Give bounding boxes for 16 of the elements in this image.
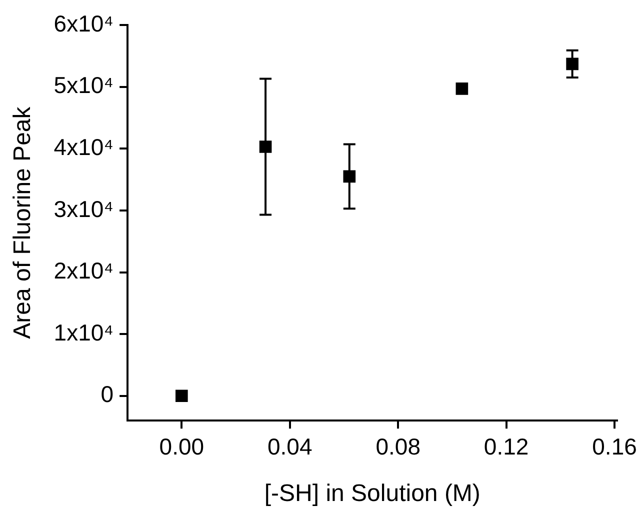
x-tick-label: 0.04 xyxy=(267,434,312,460)
x-axis-title: [-SH] in Solution (M) xyxy=(264,480,480,508)
x-tick-label: 0.12 xyxy=(484,434,529,460)
y-tick-label: 5x10⁴ xyxy=(54,72,114,98)
point xyxy=(456,82,468,95)
y-tick-label: 2x10⁴ xyxy=(54,258,114,284)
y-tick-label: 3x10⁴ xyxy=(54,196,114,222)
y-axis-title: Area of Fluorine Peak xyxy=(9,106,36,339)
x-tick-label: 0.00 xyxy=(159,434,204,460)
y-tick-label: 0 xyxy=(100,381,114,408)
x-tick-label: 0.16 xyxy=(592,434,637,460)
y-tick-label: 6x10⁴ xyxy=(54,10,114,36)
y-tick-label: 4x10⁴ xyxy=(54,134,114,160)
x-tick-label: 0.08 xyxy=(376,434,420,460)
y-tick-label: 1x10⁴ xyxy=(54,319,114,346)
point xyxy=(176,390,188,402)
